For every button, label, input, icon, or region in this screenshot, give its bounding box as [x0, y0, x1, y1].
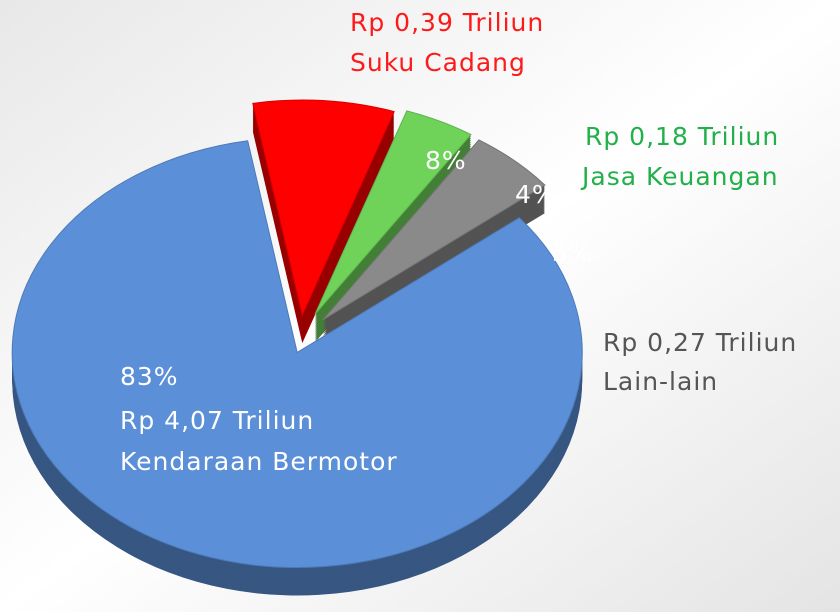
amount-label: Rp 0,39 Triliun — [350, 8, 544, 37]
amount-label: Rp 4,07 Triliun — [120, 406, 314, 435]
percent-label: 8% — [425, 146, 467, 175]
amount-label: Rp 0,27 Triliun — [603, 328, 797, 357]
category-label: Jasa Keuangan — [580, 162, 779, 191]
percent-label: 5% — [552, 238, 594, 267]
slice — [314, 110, 472, 315]
percent-label: 83% — [120, 362, 179, 391]
slice — [252, 99, 395, 317]
slice — [11, 140, 583, 568]
slice — [322, 139, 546, 321]
category-label: Kendaraan Bermotor — [120, 447, 398, 476]
amount-label: Rp 0,18 Triliun — [585, 122, 779, 151]
category-label: Suku Cadang — [350, 48, 526, 77]
category-label: Lain-lain — [603, 367, 718, 396]
percent-label: 4% — [515, 180, 557, 209]
